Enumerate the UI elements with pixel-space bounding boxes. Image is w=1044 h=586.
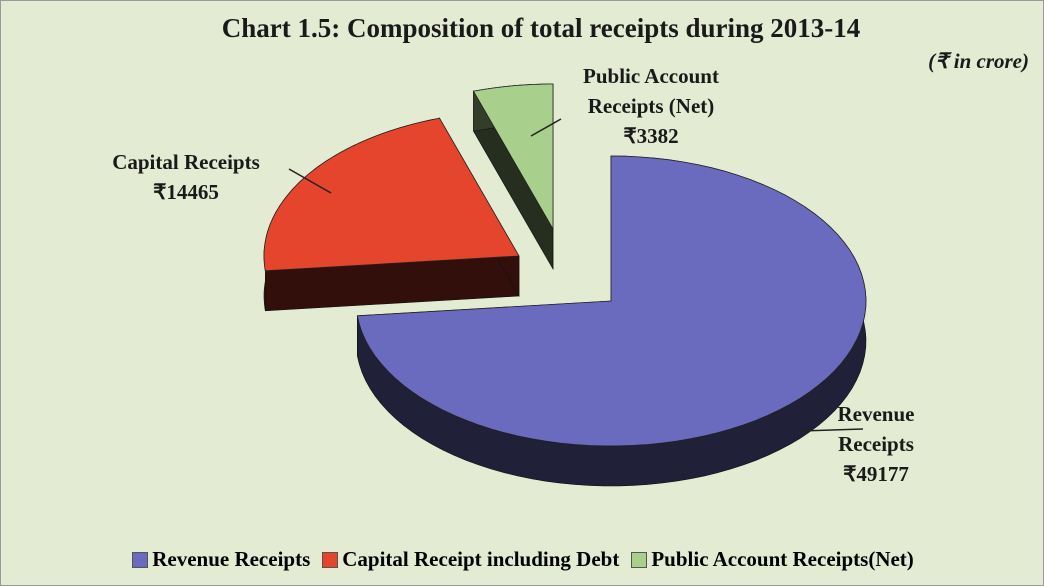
slice-value-label: ₹14465 <box>153 180 219 204</box>
slice-value-label: ₹3382 <box>623 124 679 148</box>
slice-value-label: ₹49177 <box>843 462 909 486</box>
chart-subtitle: (₹ in crore) <box>928 49 1029 73</box>
slice-top <box>472 83 554 231</box>
slice-label: Revenue Receipts <box>837 402 915 456</box>
legend-item: Revenue Receipts <box>132 547 310 572</box>
slice-label: Capital Receipts <box>112 150 260 174</box>
legend-label: Revenue Receipts <box>152 547 311 571</box>
leader-line <box>800 428 864 432</box>
legend: Revenue Receipts Capital Receipt includin… <box>1 547 1043 572</box>
legend-swatch <box>631 551 648 568</box>
legend-label: Capital Receipt including Debt <box>342 547 620 571</box>
slice-label: Public Account Receipts (Net) <box>583 64 719 118</box>
slice-top <box>356 155 867 447</box>
leader-line <box>288 168 332 194</box>
legend-item: Public Account Receipts(Net) <box>631 547 914 572</box>
legend-label: Public Account Receipts(Net) <box>651 547 914 571</box>
chart-title: Chart 1.5: Composition of total receipts… <box>221 13 861 43</box>
legend-swatch <box>132 551 149 568</box>
pie-slice <box>472 83 554 271</box>
slice-top <box>263 117 520 272</box>
legend-swatch <box>322 551 339 568</box>
pie-slice <box>356 155 867 487</box>
legend-item: Capital Receipt including Debt <box>322 547 619 572</box>
pie-slice <box>263 117 520 312</box>
leader-line <box>530 118 562 137</box>
